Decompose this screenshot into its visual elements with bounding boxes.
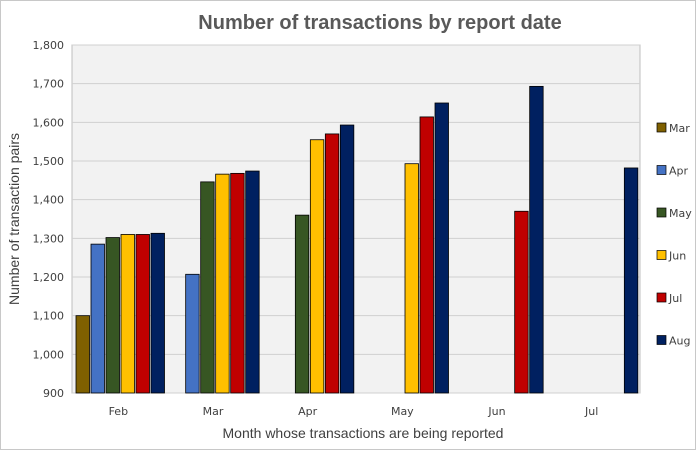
bar-jul-apr <box>324 133 340 394</box>
bar-jul-mar <box>230 172 245 394</box>
legend-swatch <box>656 165 667 175</box>
bar-may-apr <box>294 214 310 394</box>
bar-mar-feb <box>75 315 90 394</box>
legend-label: Apr <box>669 165 689 178</box>
x-tick-label: Feb <box>109 405 128 418</box>
bar-aug-apr <box>339 124 355 394</box>
y-tick-label: 1,200 <box>33 271 65 284</box>
x-tick-label: Jul <box>584 405 598 418</box>
bar-jul-may <box>419 116 434 394</box>
plot-area <box>71 44 641 394</box>
legend-label: Mar <box>669 122 690 135</box>
bar-jun-may <box>404 163 419 394</box>
legend-label: Jun <box>668 250 686 263</box>
x-tick-label: Jun <box>487 405 505 418</box>
bars <box>75 85 639 394</box>
bar-jul-feb <box>135 234 150 394</box>
bar-apr-mar <box>185 273 200 394</box>
legend: Mar Apr May Jun Jul Aug <box>656 122 692 348</box>
bar-aug-feb <box>150 232 165 394</box>
legend-swatch <box>656 292 667 303</box>
x-tick-label: Mar <box>203 405 224 418</box>
y-tick-label: 1,400 <box>33 194 65 207</box>
bar-may-mar <box>200 181 215 394</box>
y-tick-label: 1,100 <box>33 310 65 323</box>
legend-swatch <box>656 335 667 345</box>
legend-label: Aug <box>669 335 690 348</box>
x-axis-title: Month whose transactions are being repor… <box>223 425 504 441</box>
bar-aug-mar <box>245 170 260 394</box>
chart-title: Number of transactions by report date <box>198 12 561 34</box>
bar-jun-mar <box>215 173 230 394</box>
y-tick-label: 1,700 <box>33 78 65 91</box>
bar-jun-feb <box>120 234 135 394</box>
x-axis-ticks: Feb Mar Apr May Jun Jul <box>109 405 599 418</box>
bar-aug-jul <box>623 167 639 394</box>
y-tick-label: 900 <box>43 387 64 400</box>
bar-apr-feb <box>90 243 105 394</box>
bar-may-feb <box>105 237 120 394</box>
legend-swatch <box>656 122 667 133</box>
y-tick-label: 1,600 <box>33 116 65 129</box>
bar-jun-apr <box>309 139 325 394</box>
y-axis-title: Number of transaction pairs <box>6 133 22 305</box>
y-tick-label: 1,000 <box>33 348 65 361</box>
y-tick-label: 1,500 <box>33 155 65 168</box>
y-axis-ticks: 900 1,000 1,100 1,200 1,300 1,400 1,500 1,600 1,… <box>33 39 65 400</box>
legend-label: May <box>669 207 692 220</box>
bar-aug-jun <box>529 85 544 394</box>
x-tick-label: May <box>391 405 414 418</box>
x-tick-label: Apr <box>298 405 318 418</box>
bar-jul-jun <box>514 210 529 394</box>
y-tick-label: 1,300 <box>33 232 65 245</box>
legend-swatch <box>656 250 667 260</box>
gridlines <box>72 44 640 394</box>
y-tick-label: 1,800 <box>33 39 65 52</box>
bar-aug-may <box>434 102 449 394</box>
legend-label: Jul <box>668 292 682 305</box>
legend-swatch <box>656 207 667 218</box>
